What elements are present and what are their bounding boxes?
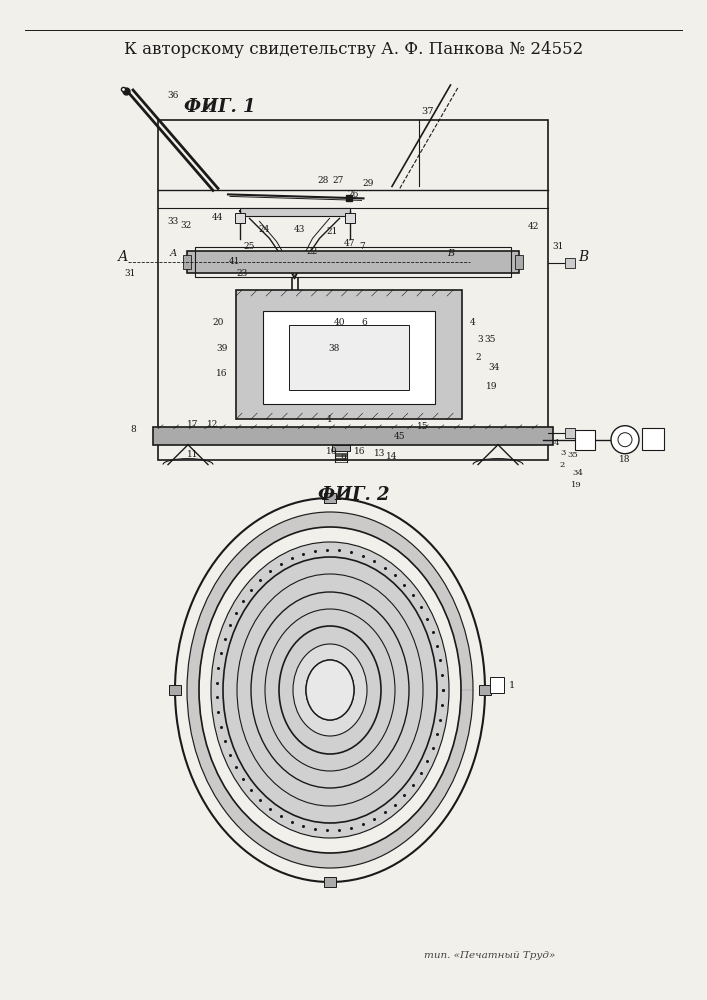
Text: 16: 16 bbox=[354, 447, 365, 456]
Text: 3: 3 bbox=[477, 335, 483, 344]
Text: ФИГ. 2: ФИГ. 2 bbox=[318, 486, 390, 504]
Ellipse shape bbox=[211, 542, 449, 838]
Text: В: В bbox=[578, 250, 588, 264]
Text: 37: 37 bbox=[421, 107, 433, 116]
Bar bbox=[195, 247, 510, 277]
Text: 19: 19 bbox=[486, 382, 498, 391]
Text: 6: 6 bbox=[361, 318, 367, 327]
Text: 4: 4 bbox=[469, 318, 475, 327]
Bar bbox=[344, 213, 354, 223]
Text: 23: 23 bbox=[237, 269, 248, 278]
Text: А: А bbox=[169, 249, 177, 258]
Text: К авторскому свидетельству А. Ф. Панкова № 24552: К авторскому свидетельству А. Ф. Панкова… bbox=[124, 41, 583, 58]
Text: 34: 34 bbox=[573, 469, 583, 477]
Polygon shape bbox=[211, 542, 449, 838]
Text: 19: 19 bbox=[571, 481, 581, 489]
Bar bbox=[642, 428, 664, 450]
Text: 47: 47 bbox=[344, 239, 355, 248]
Text: 40: 40 bbox=[333, 318, 345, 327]
Bar bbox=[153, 427, 553, 445]
Ellipse shape bbox=[618, 433, 632, 447]
Text: ФИГ. 1: ФИГ. 1 bbox=[185, 98, 256, 116]
Text: 18: 18 bbox=[619, 455, 631, 464]
Bar bbox=[236, 290, 462, 419]
Bar bbox=[187, 251, 519, 273]
Text: 31: 31 bbox=[124, 269, 136, 278]
Text: 20: 20 bbox=[212, 318, 223, 327]
Text: 24: 24 bbox=[259, 225, 270, 234]
Bar bbox=[235, 213, 245, 223]
Text: А: А bbox=[118, 250, 128, 264]
Text: 1: 1 bbox=[327, 415, 332, 424]
Text: 45: 45 bbox=[394, 432, 406, 441]
Text: 1: 1 bbox=[509, 680, 515, 690]
Text: 34: 34 bbox=[489, 363, 500, 372]
Circle shape bbox=[341, 347, 357, 363]
Text: 28: 28 bbox=[318, 176, 329, 185]
Bar bbox=[575, 430, 595, 450]
Bar bbox=[332, 445, 350, 451]
Text: 36: 36 bbox=[168, 91, 179, 100]
Text: 29: 29 bbox=[363, 179, 374, 188]
Text: 35: 35 bbox=[568, 451, 578, 459]
Bar bbox=[289, 325, 409, 390]
Bar bbox=[515, 255, 522, 269]
Bar bbox=[183, 255, 192, 269]
Text: 32: 32 bbox=[180, 221, 192, 230]
Bar bbox=[565, 428, 575, 438]
Bar bbox=[158, 120, 548, 460]
Polygon shape bbox=[187, 512, 473, 868]
Bar bbox=[565, 258, 575, 268]
Bar bbox=[169, 685, 181, 695]
Text: 7: 7 bbox=[360, 242, 366, 251]
Text: 10: 10 bbox=[325, 447, 337, 456]
Text: 4: 4 bbox=[554, 439, 559, 447]
Bar bbox=[479, 685, 491, 695]
Text: 17: 17 bbox=[187, 420, 199, 429]
Text: В: В bbox=[447, 249, 454, 258]
Text: 41: 41 bbox=[229, 257, 240, 266]
Text: 12: 12 bbox=[207, 420, 218, 429]
Bar bbox=[324, 493, 336, 503]
Text: 27: 27 bbox=[333, 176, 344, 185]
Bar bbox=[490, 677, 504, 693]
Text: 25: 25 bbox=[244, 242, 255, 251]
Text: 3: 3 bbox=[561, 449, 566, 457]
Bar bbox=[263, 311, 435, 404]
Text: 39: 39 bbox=[216, 344, 228, 353]
Text: 16: 16 bbox=[216, 369, 228, 378]
Text: 11: 11 bbox=[187, 450, 199, 459]
Text: 21: 21 bbox=[327, 227, 338, 236]
Text: 15: 15 bbox=[417, 422, 429, 431]
Text: 13: 13 bbox=[373, 449, 385, 458]
Text: тип. «Печатный Труд»: тип. «Печатный Труд» bbox=[424, 950, 556, 960]
Text: 2: 2 bbox=[559, 461, 565, 469]
Ellipse shape bbox=[293, 644, 367, 736]
Bar bbox=[324, 877, 336, 887]
Bar bbox=[240, 208, 349, 216]
Text: 42: 42 bbox=[527, 222, 539, 231]
Text: 35: 35 bbox=[484, 335, 496, 344]
Text: 33: 33 bbox=[168, 217, 179, 226]
Text: 22: 22 bbox=[307, 247, 318, 256]
Text: 14: 14 bbox=[385, 452, 397, 461]
Ellipse shape bbox=[611, 426, 639, 454]
Ellipse shape bbox=[306, 660, 354, 720]
Text: 8: 8 bbox=[130, 425, 136, 434]
Text: 30: 30 bbox=[202, 104, 214, 112]
Text: 44: 44 bbox=[212, 213, 223, 222]
Text: 43: 43 bbox=[294, 225, 305, 234]
Text: 31: 31 bbox=[552, 242, 563, 251]
Text: 38: 38 bbox=[329, 344, 340, 353]
Text: 26: 26 bbox=[348, 190, 359, 199]
Text: 2: 2 bbox=[475, 353, 481, 362]
Text: 9: 9 bbox=[341, 454, 346, 463]
